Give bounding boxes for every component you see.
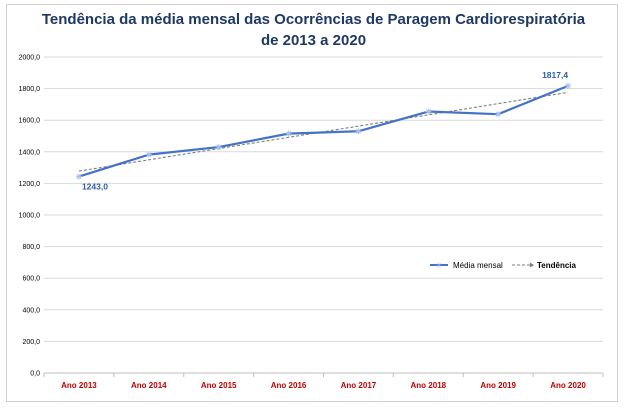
x-tick-label: Ano 2020 — [550, 381, 586, 390]
chart-title: Tendência da média mensal das Ocorrência… — [0, 9, 627, 51]
legend-trend-arrow — [530, 262, 534, 268]
series-line-media-mensal — [78, 84, 569, 178]
y-tick-label: 1800,0 — [19, 86, 41, 93]
legend-series-marker: ✳ — [436, 261, 443, 270]
x-axis-ticks: Ano 2013 Ano 2014 Ano 2015 Ano 2016 Ano 2017… — [43, 373, 604, 390]
x-tick-label: Ano 2013 — [61, 381, 97, 390]
x-tick-label: Ano 2017 — [341, 381, 377, 390]
marker-stroke — [495, 111, 501, 117]
x-tick-label: Ano 2015 — [201, 381, 237, 390]
x-tick-label: Ano 2016 — [271, 381, 307, 390]
chart-title-line2: de 2013 a 2020 — [260, 32, 367, 49]
y-tick-label: 1000,0 — [19, 213, 41, 220]
series-markers — [75, 82, 572, 180]
gridlines — [44, 56, 603, 342]
y-tick-label: 400,0 — [22, 307, 40, 314]
y-axis-ticks: 0,0 200,0 400,0 600,0 800,0 1000,0 1200,0 1400,… — [19, 55, 41, 378]
marker-stroke — [286, 131, 292, 137]
marker-stroke — [565, 83, 571, 89]
legend-series-label: Média mensal — [453, 261, 503, 270]
chart-frame — [6, 4, 618, 402]
y-tick-label: 1600,0 — [19, 118, 41, 125]
data-point-marker — [495, 111, 502, 118]
marker-stroke — [425, 108, 431, 115]
data-labels: 1243,0 1817,4 — [82, 70, 568, 192]
marker-stroke — [146, 152, 152, 158]
data-point-marker — [285, 130, 292, 137]
x-tick-label: Ano 2014 — [131, 381, 167, 390]
legend: ✳ Média mensal Tendência — [430, 261, 577, 270]
marker-stroke — [355, 128, 361, 134]
data-point-marker — [565, 82, 572, 89]
y-tick-label: 800,0 — [22, 244, 40, 251]
y-tick-label: 1400,0 — [19, 149, 41, 156]
y-tick-label: 2000,0 — [19, 55, 41, 62]
x-tick-label: Ano 2019 — [480, 381, 516, 390]
data-label: 1243,0 — [82, 182, 108, 192]
data-point-marker — [215, 144, 222, 151]
x-tick-label: Ano 2018 — [411, 381, 447, 390]
data-point-marker — [145, 151, 152, 158]
legend-trend-label: Tendência — [537, 261, 577, 270]
y-tick-label: 1200,0 — [19, 181, 41, 188]
data-point-marker — [355, 128, 362, 135]
chart-title-line1: Tendência da média mensal das Ocorrência… — [41, 11, 586, 28]
data-point-marker — [425, 108, 432, 115]
marker-stroke — [216, 144, 222, 150]
marker-stroke — [76, 174, 82, 180]
y-tick-label: 600,0 — [22, 276, 40, 283]
data-point-marker — [75, 173, 82, 180]
y-tick-label: 200,0 — [22, 339, 40, 346]
y-tick-label: 0,0 — [30, 371, 40, 378]
data-label: 1817,4 — [542, 70, 568, 80]
